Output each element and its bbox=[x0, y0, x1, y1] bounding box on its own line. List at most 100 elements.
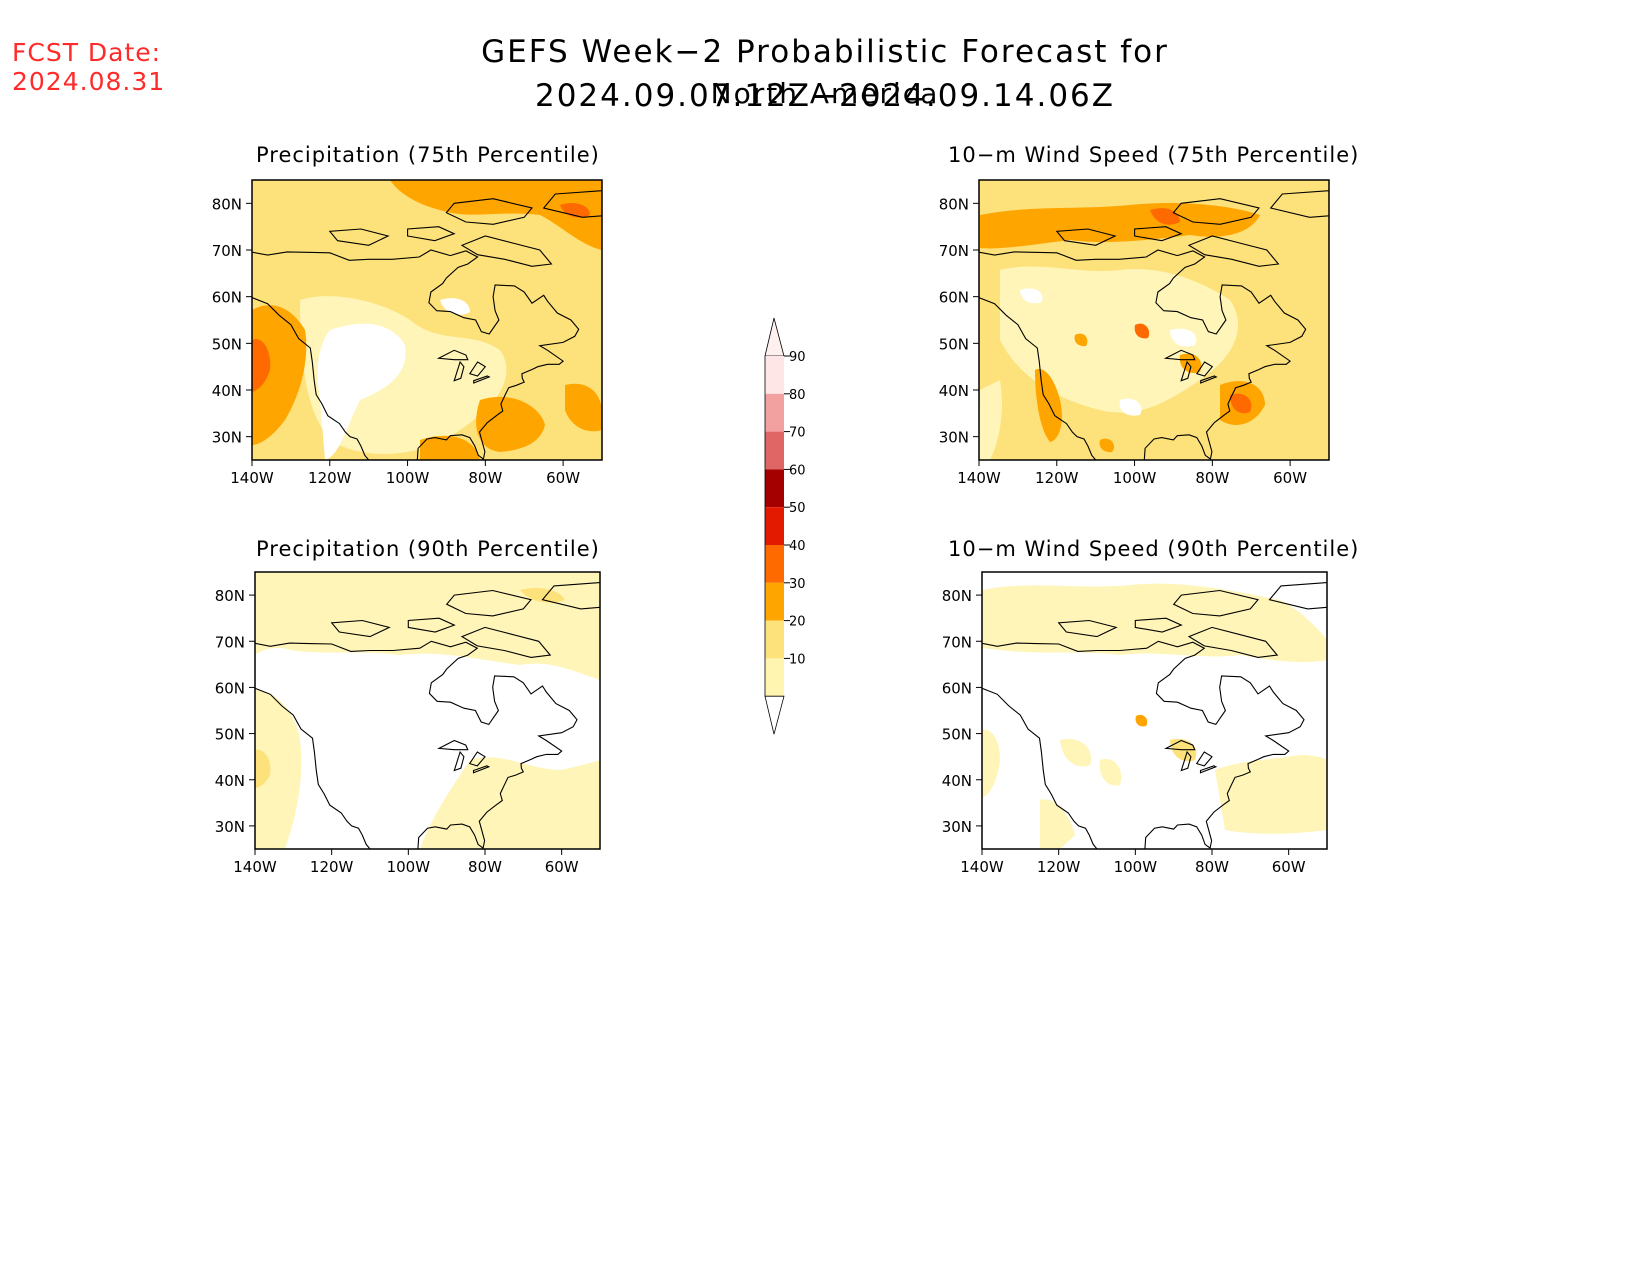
page-title: GEFS Week−2 Probabilistic Forecast for 2… bbox=[481, 34, 1169, 114]
island-outline bbox=[1187, 235, 1280, 267]
lake-outline bbox=[437, 739, 469, 751]
lon-tick-label: 140W bbox=[233, 858, 277, 876]
lat-tick-label: 40N bbox=[212, 382, 242, 400]
colorbar-box bbox=[765, 507, 784, 545]
lon-tick-label: 140W bbox=[230, 469, 274, 487]
colorbar-label: 80 bbox=[789, 388, 806, 403]
lon-tick-label: 60W bbox=[545, 858, 579, 876]
wind90-pacific-light bbox=[982, 729, 1000, 798]
lake-outline bbox=[1180, 360, 1192, 382]
colorbar: 90 80 70 60 50 40 30 20 10 bbox=[764, 317, 806, 735]
precip75-pacific-orange bbox=[252, 305, 307, 445]
precip75-atlantic-orange bbox=[565, 383, 602, 432]
panel-title-precip-75: Precipitation (75th Percentile) bbox=[256, 143, 600, 167]
map-wind-75 bbox=[978, 179, 1330, 461]
lat-tick-label: 60N bbox=[942, 679, 972, 697]
colorbar-box bbox=[765, 356, 784, 394]
lon-tick-label: 100W bbox=[387, 858, 431, 876]
precip75-white-spot bbox=[440, 298, 470, 315]
lon-tick-label: 60W bbox=[1273, 469, 1307, 487]
forecast-date: FCST Date: 2024.08.31 bbox=[12, 38, 165, 96]
lake-outline bbox=[468, 361, 487, 377]
lon-tick-label: 140W bbox=[957, 469, 1001, 487]
colorbar-box bbox=[765, 658, 784, 697]
page-subtitle: North America bbox=[710, 77, 940, 110]
island-outline bbox=[1187, 626, 1279, 658]
wind75-atlantic-dark bbox=[1230, 393, 1252, 414]
lat-tick-label: 30N bbox=[215, 818, 245, 836]
axis-layer: 80N 70N 60N 50N 40N 30N 140W 120W 100W 80W 60W 80N 7… bbox=[212, 195, 1308, 876]
colorbar-box bbox=[765, 431, 784, 470]
precip90-arctic-mid bbox=[520, 588, 565, 603]
lat-tick-label: 60N bbox=[939, 289, 969, 307]
coastline-precip90 bbox=[255, 582, 600, 849]
coastline-wind75 bbox=[979, 190, 1329, 460]
colorbar-bottom-arrow bbox=[764, 695, 785, 735]
precip75-white-region bbox=[317, 323, 406, 460]
wind90-frame bbox=[981, 571, 1328, 850]
colorbar-label: 40 bbox=[789, 539, 806, 554]
coastline bbox=[255, 640, 578, 849]
lake-outline bbox=[472, 765, 491, 774]
map-wind-90 bbox=[981, 571, 1328, 850]
wind75-dark-orange bbox=[1150, 208, 1180, 225]
wind75-white-patch-3 bbox=[1119, 398, 1142, 416]
precip90-frame bbox=[254, 571, 601, 850]
map-precip-90 bbox=[254, 571, 601, 850]
precip90-east-light bbox=[420, 757, 600, 849]
colorbar-label: 90 bbox=[789, 350, 806, 365]
precip75-east-orange bbox=[476, 396, 545, 452]
island-outline bbox=[541, 582, 600, 610]
coastline-precip75 bbox=[252, 190, 602, 460]
island-outline bbox=[542, 190, 602, 218]
lat-tick-label: 80N bbox=[939, 195, 969, 213]
wind90-arctic-light bbox=[982, 583, 1327, 663]
island-outline bbox=[1055, 228, 1117, 246]
wind75-spot-1 bbox=[1134, 323, 1150, 339]
coastline bbox=[979, 297, 1097, 460]
lat-tick-label: 50N bbox=[212, 335, 242, 353]
island-outline bbox=[1172, 589, 1259, 617]
forecast-date-value: 2024.08.31 bbox=[12, 67, 166, 96]
island-outline bbox=[460, 235, 553, 267]
colorbar-label: 10 bbox=[789, 652, 806, 667]
lon-tick-label: 80W bbox=[468, 858, 502, 876]
lake-outline bbox=[1199, 765, 1218, 774]
panel-title-wind-75: 10−m Wind Speed (75th Percentile) bbox=[948, 143, 1360, 167]
colorbar-box bbox=[765, 469, 784, 508]
lake-outline bbox=[453, 360, 465, 382]
wind75-spot-2 bbox=[1074, 333, 1088, 347]
lake-outline bbox=[1195, 361, 1214, 377]
lat-tick-label: 40N bbox=[942, 772, 972, 790]
island-outline bbox=[328, 228, 390, 246]
wind75-arctic-orange bbox=[980, 203, 1260, 249]
wind75-white-patch-1 bbox=[1020, 288, 1043, 304]
island-outline bbox=[407, 226, 456, 242]
wind90-gulf-light bbox=[1040, 799, 1075, 849]
precip75-pacific-dark bbox=[252, 339, 271, 392]
island-outline bbox=[1268, 582, 1327, 610]
coastline bbox=[255, 687, 371, 849]
lat-tick-label: 50N bbox=[942, 726, 972, 744]
colorbar-box bbox=[765, 545, 784, 583]
map-precip-75 bbox=[251, 179, 603, 461]
panel-title-precip-90: Precipitation (90th Percentile) bbox=[256, 537, 600, 561]
lat-tick-label: 60N bbox=[215, 679, 245, 697]
lon-tick-label: 80W bbox=[1195, 858, 1229, 876]
lake-outline bbox=[1200, 375, 1218, 384]
wind90-patch-1 bbox=[1060, 738, 1091, 767]
coastline-layer bbox=[252, 190, 1329, 849]
lon-tick-label: 120W bbox=[1037, 858, 1081, 876]
colorbar-label: 20 bbox=[789, 615, 806, 630]
island-outline bbox=[1269, 190, 1329, 218]
lake-outline bbox=[1195, 751, 1213, 767]
lat-tick-label: 50N bbox=[215, 726, 245, 744]
colorbar-box bbox=[765, 393, 784, 432]
lon-tick-label: 120W bbox=[308, 469, 352, 487]
wind75-white-patch-2 bbox=[1170, 328, 1197, 347]
lat-tick-label: 80N bbox=[215, 587, 245, 605]
lon-tick-label: 100W bbox=[386, 469, 430, 487]
wind90-east-light bbox=[1215, 755, 1327, 834]
lake-outline bbox=[473, 375, 491, 384]
